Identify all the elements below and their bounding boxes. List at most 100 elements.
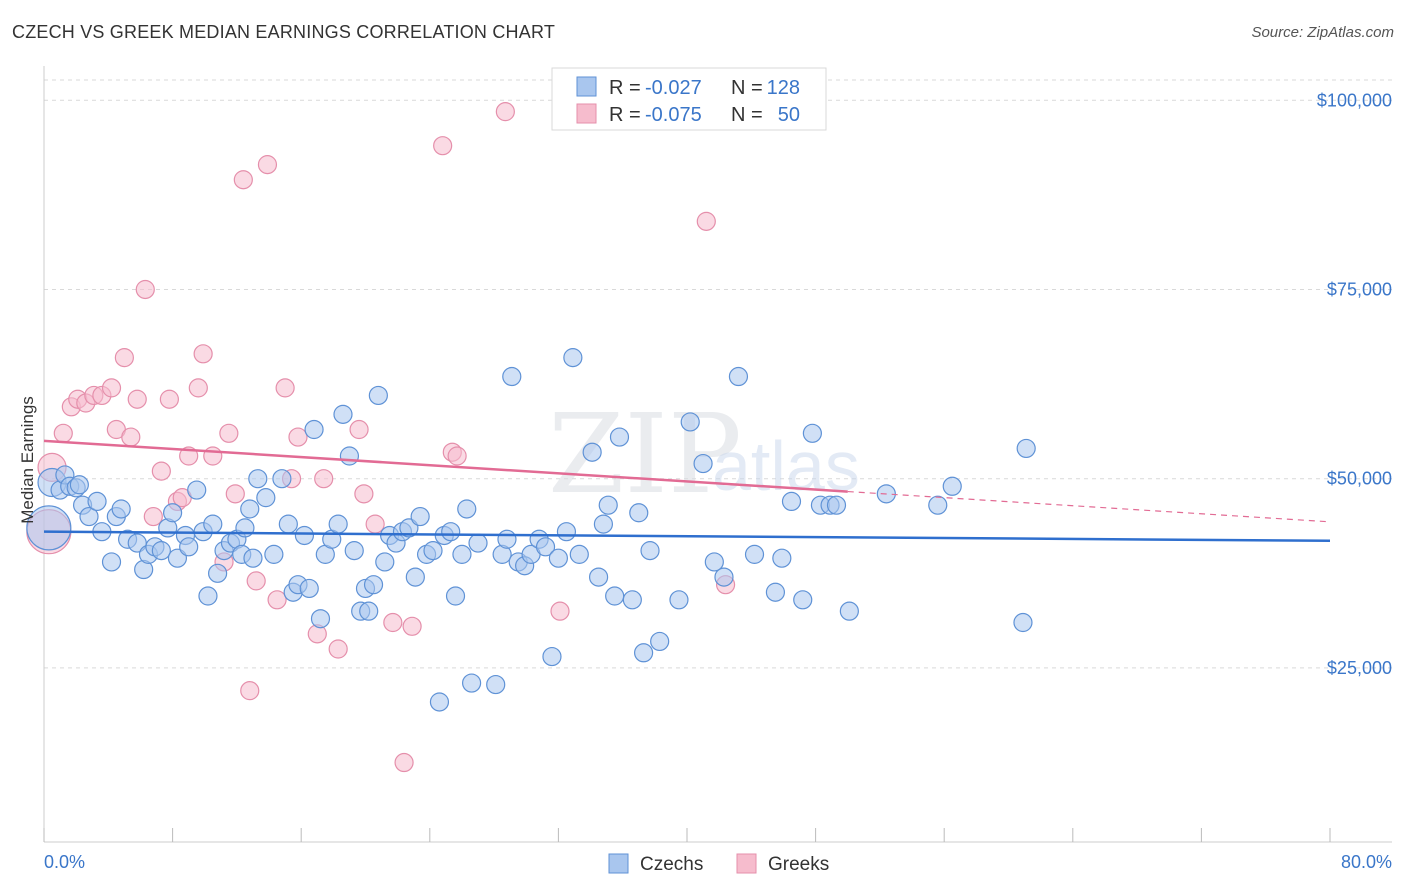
greek-point-27 xyxy=(240,681,260,701)
legend-box xyxy=(551,67,827,131)
czech-points xyxy=(26,348,1036,712)
czech-point-40 xyxy=(272,469,292,489)
czech-point-93 xyxy=(598,495,618,515)
legend-n-label-greeks: N = xyxy=(731,104,763,126)
greek-point-14 xyxy=(143,506,163,527)
czech-point-35 xyxy=(240,499,260,519)
greek-point-10 xyxy=(114,348,134,368)
czech-point-57 xyxy=(363,575,384,595)
czech-point-85 xyxy=(542,646,562,667)
y-tick-label-0: $25,000 xyxy=(1327,658,1392,678)
bottom-legend-czechs: Czechs xyxy=(640,854,703,875)
czech-point-64 xyxy=(405,567,425,587)
legend-n-label-czechs: N = xyxy=(731,77,763,99)
czech-point-87 xyxy=(556,522,577,542)
greek-point-42 xyxy=(402,616,422,636)
czech-point-8 xyxy=(79,506,99,527)
bottom-legend-swatch-greeks xyxy=(736,853,757,874)
czech-point-68 xyxy=(429,692,450,712)
czech-point-39 xyxy=(264,544,284,564)
czech-point-84 xyxy=(535,537,556,557)
axes xyxy=(43,66,1392,843)
greek-point-43 xyxy=(433,136,453,156)
source-credit: Source: ZipAtlas.com xyxy=(1251,24,1394,41)
watermark-atlas: atlas xyxy=(712,427,860,505)
greek-point-48 xyxy=(696,211,716,231)
czech-point-36 xyxy=(243,548,263,568)
greek-point-35 xyxy=(314,469,334,489)
legend-swatch-greeks xyxy=(576,103,597,124)
czech-point-67 xyxy=(423,541,443,561)
czech-point-76 xyxy=(486,674,506,695)
greek-point-26 xyxy=(233,170,253,190)
czech-point-96 xyxy=(622,590,642,610)
legend: R = -0.027 N = 128 R = -0.075 N = 50 xyxy=(551,67,827,131)
czech-point-73 xyxy=(457,499,477,519)
czech-point-50 xyxy=(328,514,348,534)
czech-point-11 xyxy=(101,552,122,572)
czech-point-103 xyxy=(693,453,713,474)
legend-swatch-czechs xyxy=(576,76,597,97)
greek-point-13 xyxy=(135,279,155,300)
greek-point-8 xyxy=(101,378,122,398)
y-tick-labels: $25,000 $50,000 $75,000 $100,000 xyxy=(1317,90,1392,678)
czech-point-97 xyxy=(629,503,649,523)
czech-point-52 xyxy=(339,446,360,466)
czech-point-71 xyxy=(445,586,466,606)
czech-point-92 xyxy=(593,514,614,534)
czech-point-38 xyxy=(256,488,276,508)
czech-point-41 xyxy=(278,514,298,534)
czech-point-111 xyxy=(793,590,813,610)
czech-point-121 xyxy=(1016,438,1036,459)
czech-point-110 xyxy=(781,491,802,512)
greek-point-16 xyxy=(159,389,179,409)
greek-point-11 xyxy=(121,427,141,447)
czech-point-86 xyxy=(548,548,569,568)
czech-point-120 xyxy=(1013,612,1033,633)
czech-point-0 xyxy=(26,505,72,551)
czech-point-51 xyxy=(333,404,353,424)
czech-point-118 xyxy=(928,495,948,515)
greek-point-15 xyxy=(151,461,171,481)
watermark-zip: ZIP xyxy=(548,390,742,518)
greek-point-22 xyxy=(203,446,223,466)
czech-point-89 xyxy=(569,544,589,564)
greek-point-29 xyxy=(257,155,278,175)
czech-point-101 xyxy=(669,590,689,610)
czech-point-100 xyxy=(650,631,670,652)
czech-point-90 xyxy=(582,442,602,462)
trend-lines xyxy=(43,439,1331,543)
czech-point-6 xyxy=(69,475,89,495)
czech-point-75 xyxy=(468,533,488,553)
greek-point-46 xyxy=(495,102,515,122)
czech-point-94 xyxy=(605,586,625,606)
czech-point-109 xyxy=(772,548,792,568)
czech-point-37 xyxy=(248,469,268,489)
czech-point-22 xyxy=(167,548,188,568)
czech-point-98 xyxy=(633,643,654,663)
greek-point-47 xyxy=(550,601,570,621)
greek-point-45 xyxy=(447,446,467,466)
bottom-legend: Czechs Greeks xyxy=(608,853,829,875)
czech-point-46 xyxy=(304,419,324,440)
czech-point-95 xyxy=(609,427,630,447)
czech-point-102 xyxy=(680,412,700,432)
czech-point-56 xyxy=(359,601,379,621)
czech-point-105 xyxy=(714,567,734,587)
czech-point-107 xyxy=(744,544,765,564)
czech-point-104 xyxy=(704,552,724,572)
greek-point-24 xyxy=(219,423,239,443)
czech-point-19 xyxy=(151,541,171,561)
chart-title: CZECH VS GREEK MEDIAN EARNINGS CORRELATI… xyxy=(12,22,556,42)
czech-point-13 xyxy=(111,499,131,519)
czech-point-112 xyxy=(802,423,822,443)
greek-point-21 xyxy=(193,344,213,364)
legend-n-value-greeks: 50 xyxy=(778,104,800,126)
greek-point-40 xyxy=(383,612,403,633)
x-tick-label-min: 0.0% xyxy=(44,852,85,872)
greek-point-31 xyxy=(275,378,295,398)
czech-point-27 xyxy=(198,586,218,606)
czech-point-78 xyxy=(497,529,517,549)
czech-point-70 xyxy=(441,522,461,542)
